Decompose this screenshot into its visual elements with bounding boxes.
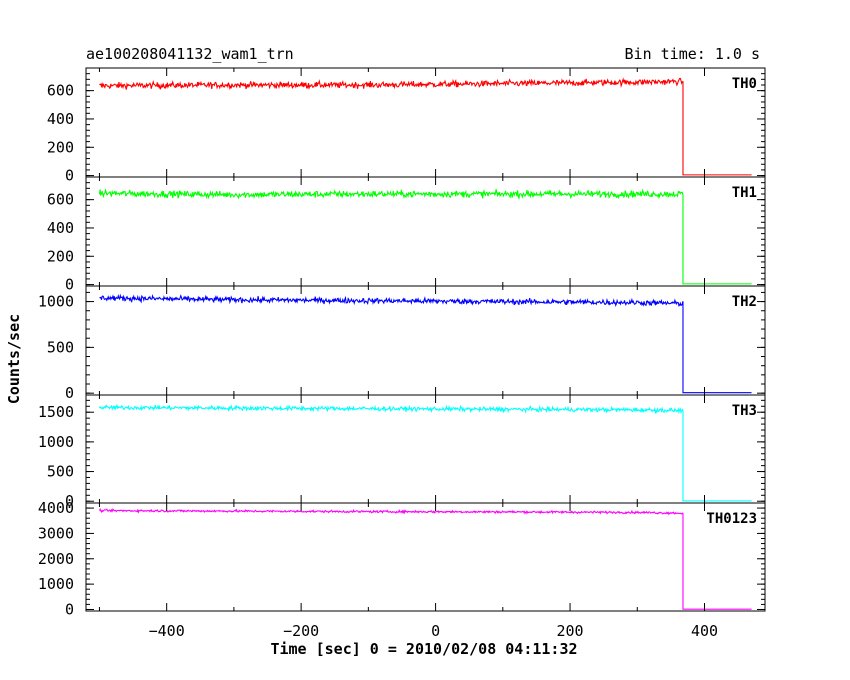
panels-group: 0 200 400 600 TH0 0 200 400 600 TH1 0 500 1000 TH2 0 50… — [38, 67, 766, 640]
y-tick-label: 1500 — [38, 403, 74, 421]
y-tick-label: 500 — [47, 338, 74, 356]
panel-label-th0123: TH0123 — [706, 511, 757, 527]
panel-label-th3: TH3 — [732, 403, 757, 419]
y-tick-label: 0 — [65, 276, 74, 294]
x-tick-label: 0 — [431, 622, 440, 640]
chart-title: ae100208041132_wam1_trn — [86, 45, 294, 63]
x-tick-label: 400 — [691, 622, 718, 640]
y-tick-label: 2000 — [38, 550, 74, 568]
series-line-th0123 — [98, 507, 752, 610]
y-tick-label: 0 — [65, 167, 74, 185]
y-tick-label: 200 — [47, 247, 74, 265]
y-tick-label: 0 — [65, 600, 74, 618]
panel-th1: 0 200 400 600 TH1 — [47, 176, 766, 294]
panel-th2: 0 500 1000 TH2 — [38, 285, 766, 402]
x-axis-label: Time [sec] 0 = 2010/02/08 04:11:32 — [270, 640, 577, 658]
series-line-th1 — [98, 188, 752, 285]
x-tick-label: 200 — [556, 622, 583, 640]
y-tick-label: 1000 — [38, 575, 74, 593]
panel-th0123: 0 1000 2000 3000 4000 TH0123 — [38, 499, 766, 618]
y-tick-label: 4000 — [38, 499, 74, 517]
x-tick-label: −400 — [149, 622, 185, 640]
bin-time-label: Bin time: 1.0 s — [625, 45, 760, 63]
panel-th0: 0 200 400 600 TH0 — [47, 67, 766, 185]
panel-frame — [85, 502, 766, 612]
panel-label-th0: TH0 — [732, 76, 757, 92]
y-tick-label: 200 — [47, 138, 74, 156]
y-tick-label: 0 — [65, 492, 74, 510]
panel-th3: 0 500 1000 1500 TH3 — [38, 394, 766, 510]
y-tick-label: 1000 — [38, 293, 74, 311]
y-tick-label: 1000 — [38, 433, 74, 451]
panel-label-th1: TH1 — [732, 185, 757, 201]
x-axis-labels: −400 −200 0 200 400 — [149, 622, 718, 640]
series-line-th2 — [99, 293, 752, 394]
panel-label-th2: TH2 — [732, 294, 757, 310]
y-tick-label: 600 — [47, 191, 74, 209]
y-tick-label: 600 — [47, 82, 74, 100]
y-tick-label: 400 — [47, 110, 74, 128]
y-tick-label: 0 — [65, 384, 74, 402]
series-line-th0 — [99, 77, 752, 176]
x-tick-label: −200 — [283, 622, 319, 640]
y-tick-label: 3000 — [38, 524, 74, 542]
y-axis-label: Counts/sec — [5, 314, 23, 404]
y-tick-label: 400 — [47, 219, 74, 237]
y-tick-label: 500 — [47, 463, 74, 481]
series-line-th3 — [98, 403, 752, 502]
